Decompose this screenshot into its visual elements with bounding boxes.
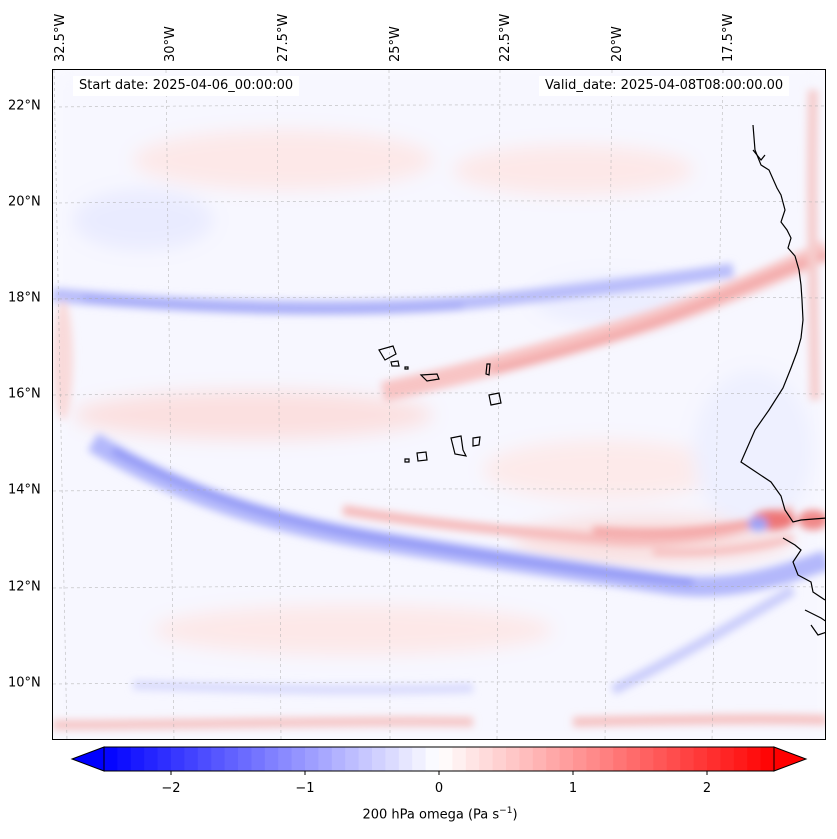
colorbar-level [465,747,480,771]
cape-verde-santo-antao [378,345,397,361]
colorbar-level [720,747,735,771]
colorbar-level [345,747,360,771]
colorbar-level [238,747,252,771]
lat-label-16n: 16°N [8,386,41,402]
cape-verde-sal [485,363,491,376]
lon-label-30w: 30°W [163,26,178,62]
colorbar-level [171,747,185,771]
background-anomalies [53,70,825,739]
start-date-label: Start date: 2025-04-06_00:00:00 [73,76,300,96]
colorbar-title: 200 hPa omega (Pa s−1) [362,806,518,823]
colorbar-level [398,747,413,771]
lat-label-10n: 10°N [8,675,41,691]
colorbar-tick-label: 2 [702,781,712,796]
colorbar-level [680,747,695,771]
lat-label-22n: 22°N [8,98,41,114]
cape-verde-sao-nicolau [419,373,440,382]
cape-verde-maio [472,436,481,447]
colorbar-level [144,747,159,771]
lon-label-32-5w: 32.5°W [53,13,68,62]
colorbar-level [412,747,427,771]
colorbar-level [251,747,266,771]
lon-label-27-5w: 27.5°W [276,13,291,62]
colorbar-level [211,747,226,771]
valid-date-label: Valid_date: 2025-04-08T08:00:00.00 [539,76,790,96]
colorbar-level [532,747,547,771]
colorbar-level [747,747,762,771]
colorbar-level [358,747,373,771]
map-panel [52,69,826,740]
colorbar-level [130,747,145,771]
colorbar-level [586,747,601,771]
lat-label-20n: 20°N [8,194,41,210]
colorbar-level [653,747,668,771]
colorbar-level [157,747,172,771]
colorbar-level [479,747,494,771]
colorbar-level [372,747,386,771]
omega-bands [53,89,825,730]
colorbar-tick-label: 1 [568,781,578,796]
colorbar-level [224,747,239,771]
colorbar-level [452,747,467,771]
cape-verde-brava [404,458,410,463]
cape-verde-santiago [450,435,468,457]
colorbar-level [707,747,721,771]
colorbar-level [197,747,212,771]
colorbar-level [626,747,641,771]
colorbar-level [506,747,520,771]
cape-verde-fogo [416,451,428,462]
colorbar-level [104,747,118,771]
lon-label-22-5w: 22.5°W [498,13,513,62]
colorbar-level [559,747,574,771]
colorbar-level [278,747,293,771]
colorbar-level [425,747,440,771]
lon-label-17-5w: 17.5°W [721,13,736,62]
colorbar-extend-low [70,746,105,772]
colorbar-level [264,747,279,771]
colorbar-level [693,747,708,771]
lon-label-20w: 20°W [610,26,625,62]
cape-verde-sao-vicente [390,360,400,367]
omega-field-map [53,70,825,739]
lat-label-14n: 14°N [8,482,41,498]
africa-coastline [740,124,825,636]
colorbar-level [760,747,775,771]
graticule [53,70,825,739]
colorbar-extend-high [773,746,808,772]
colorbar-level [439,747,453,771]
colorbar-level [385,747,400,771]
cape-verde-boa-vista [488,392,502,406]
coastlines [378,124,825,636]
colorbar-level [519,747,534,771]
colorbar-level [318,747,333,771]
colorbar-level [184,747,199,771]
colorbar-level [305,747,319,771]
colorbar-level [613,747,628,771]
colorbar-level [666,747,681,771]
colorbar-level [546,747,561,771]
lat-label-12n: 12°N [8,579,41,595]
colorbar-level [733,747,748,771]
colorbar-tick-label: 0 [434,781,444,796]
colorbar-level [117,747,132,771]
colorbar-level [573,747,587,771]
colorbar-level [599,747,614,771]
lon-label-25w: 25°W [388,26,403,62]
colorbar-level [331,747,346,771]
colorbar-level [492,747,507,771]
colorbar-level [291,747,306,771]
colorbar [70,746,808,775]
lat-label-18n: 18°N [8,290,41,306]
colorbar-tick-label: −2 [161,781,181,796]
colorbar-level [640,747,654,771]
colorbar-tick-label: −1 [295,781,315,796]
